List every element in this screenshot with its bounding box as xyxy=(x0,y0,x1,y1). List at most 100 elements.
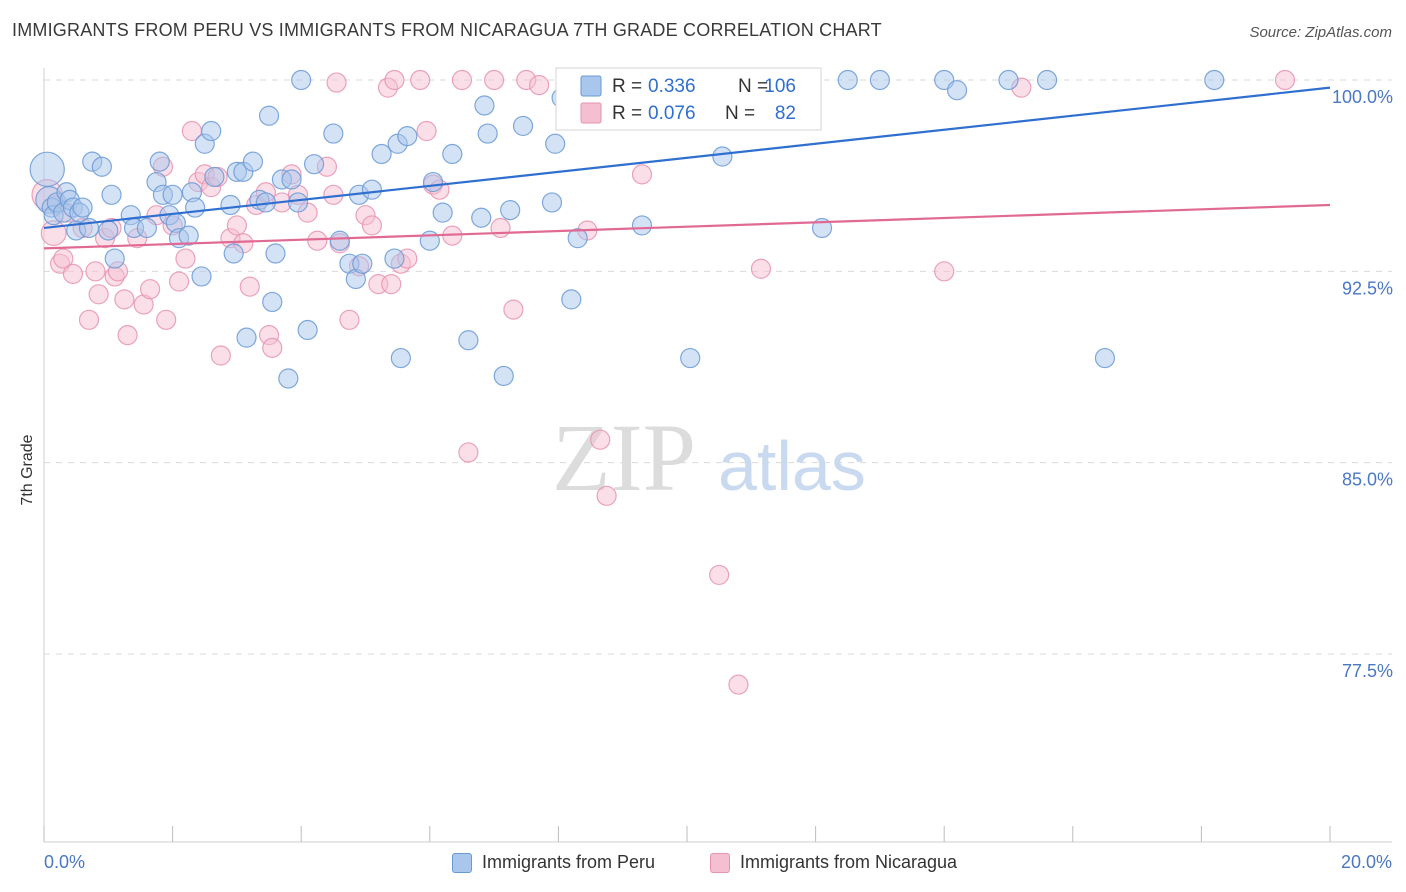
nicaragua-point-39 xyxy=(262,337,283,358)
nicaragua-point-54 xyxy=(384,69,405,91)
peru-point-77 xyxy=(545,133,566,154)
peru-point-51 xyxy=(297,319,318,341)
nicaragua-point-10 xyxy=(88,284,109,305)
legend-nic-n-value: 82 xyxy=(775,103,796,124)
peru-point-36 xyxy=(223,243,244,264)
x-tick-label-min: 0.0% xyxy=(44,852,86,872)
nicaragua-point-15 xyxy=(114,289,135,310)
peru-point-74 xyxy=(500,200,521,221)
peru-point-91 xyxy=(712,146,733,167)
peru-point-86 xyxy=(631,215,653,236)
legend-swatch-nicaragua xyxy=(580,102,602,124)
y-tick-label-3: 77.5% xyxy=(1342,661,1393,681)
legend-swatch-peru xyxy=(580,75,602,97)
peru-point-97 xyxy=(837,69,858,91)
peru-point-16 xyxy=(101,184,122,205)
peru-point-54 xyxy=(329,230,350,251)
peru-point-103 xyxy=(1094,347,1116,369)
nicaragua-point-80 xyxy=(381,273,402,295)
nicaragua-point-74 xyxy=(709,564,730,586)
peru-point-75 xyxy=(512,115,534,137)
nicaragua-point-16 xyxy=(117,325,138,346)
legend-peru-r-label: R = xyxy=(612,76,642,97)
peru-point-76 xyxy=(541,192,563,213)
legend-nic-r-value: 0.076 xyxy=(648,103,696,124)
nicaragua-point-81 xyxy=(326,72,347,93)
legend-item-nicaragua[interactable]: Immigrants from Nicaragua xyxy=(710,852,957,873)
nicaragua-point-68 xyxy=(529,75,550,96)
legend-label-nicaragua: Immigrants from Nicaragua xyxy=(740,852,958,872)
nicaragua-point-62 xyxy=(451,69,473,91)
nicaragua-point-4 xyxy=(53,248,74,269)
peru-point-102 xyxy=(1036,69,1058,91)
peru-point-14 xyxy=(91,156,112,177)
nicaragua-point-9 xyxy=(85,261,106,282)
nicaragua-point-77 xyxy=(934,261,955,282)
peru-point-66 xyxy=(422,171,444,193)
trend-lines xyxy=(43,86,1331,250)
peru-point-44 xyxy=(262,291,283,313)
peru-point-48 xyxy=(281,169,302,190)
y-tick-label-2: 85.0% xyxy=(1342,470,1393,490)
nicaragua-point-8 xyxy=(78,309,100,330)
peru-point-49 xyxy=(287,192,309,213)
watermark-zip: ZIP xyxy=(552,404,696,511)
bottom-legend: Immigrants from Peru Immigrants from Nic… xyxy=(0,852,1406,876)
peru-point-43 xyxy=(258,105,280,126)
nicaragua-point-75 xyxy=(728,674,749,695)
legend-label-peru: Immigrants from Peru xyxy=(482,852,656,872)
peru-point-11 xyxy=(72,197,93,218)
peru-point-28 xyxy=(178,225,199,246)
peru-point-98 xyxy=(869,69,891,91)
nicaragua-trend-line xyxy=(43,203,1331,250)
legend-item-peru[interactable]: Immigrants from Peru xyxy=(452,852,655,873)
peru-point-34 xyxy=(204,166,225,188)
peru-point-35 xyxy=(220,194,241,216)
y-tick-labels: 100.0% 92.5% 85.0% 77.5% xyxy=(1332,87,1393,681)
nicaragua-point-58 xyxy=(416,120,437,142)
y-tick-label-0: 100.0% xyxy=(1332,87,1393,107)
nicaragua-point-64 xyxy=(484,69,505,91)
stats-legend: R = 0.336 N = 106 R = 0.076 N = 82 xyxy=(555,67,822,131)
peru-point-73 xyxy=(493,365,514,387)
legend-nic-n-label: N = xyxy=(725,103,755,124)
peru-point-88 xyxy=(680,347,701,369)
nicaragua-point-19 xyxy=(139,279,161,300)
peru-point-47 xyxy=(278,368,299,389)
peru-point-40 xyxy=(242,151,264,172)
peru-point-15 xyxy=(98,220,119,241)
nicaragua-point-22 xyxy=(156,309,177,330)
nicaragua-point-31 xyxy=(210,345,231,366)
peru-point-63 xyxy=(390,347,411,369)
peru-point-25 xyxy=(162,184,183,205)
peru-point-22 xyxy=(149,151,170,172)
peru-point-71 xyxy=(474,95,495,116)
nicaragua-point-73 xyxy=(631,164,653,185)
source-credit: Source: ZipAtlas.com xyxy=(1249,24,1392,41)
peru-point-53 xyxy=(323,123,344,144)
peru-point-61 xyxy=(384,248,405,269)
peru-point-58 xyxy=(352,253,373,274)
peru-point-100 xyxy=(946,80,968,101)
peru-point-50 xyxy=(291,69,312,91)
legend-peru-n-value: 106 xyxy=(764,76,796,97)
peru-point-33 xyxy=(201,120,222,142)
nicaragua-point-44 xyxy=(307,230,328,251)
peru-point-39 xyxy=(236,327,257,348)
legend-nic-r-label: R = xyxy=(612,103,642,124)
nicaragua-point-35 xyxy=(239,276,260,297)
nicaragua-point-24 xyxy=(168,271,190,292)
x-tick-label-max: 20.0% xyxy=(1340,852,1392,872)
peru-point-101 xyxy=(998,69,1019,91)
nicaragua-swatch xyxy=(710,852,730,873)
nicaragua-point-76 xyxy=(750,258,772,279)
peru-point-52 xyxy=(303,154,325,175)
series-nicaragua-points xyxy=(31,69,1296,695)
peru-point-60 xyxy=(371,143,392,165)
nicaragua-point-63 xyxy=(458,442,479,463)
nicaragua-point-6 xyxy=(62,263,84,284)
nicaragua-point-57 xyxy=(410,69,431,91)
peru-point-67 xyxy=(432,202,453,223)
watermark-atlas: atlas xyxy=(718,427,866,505)
